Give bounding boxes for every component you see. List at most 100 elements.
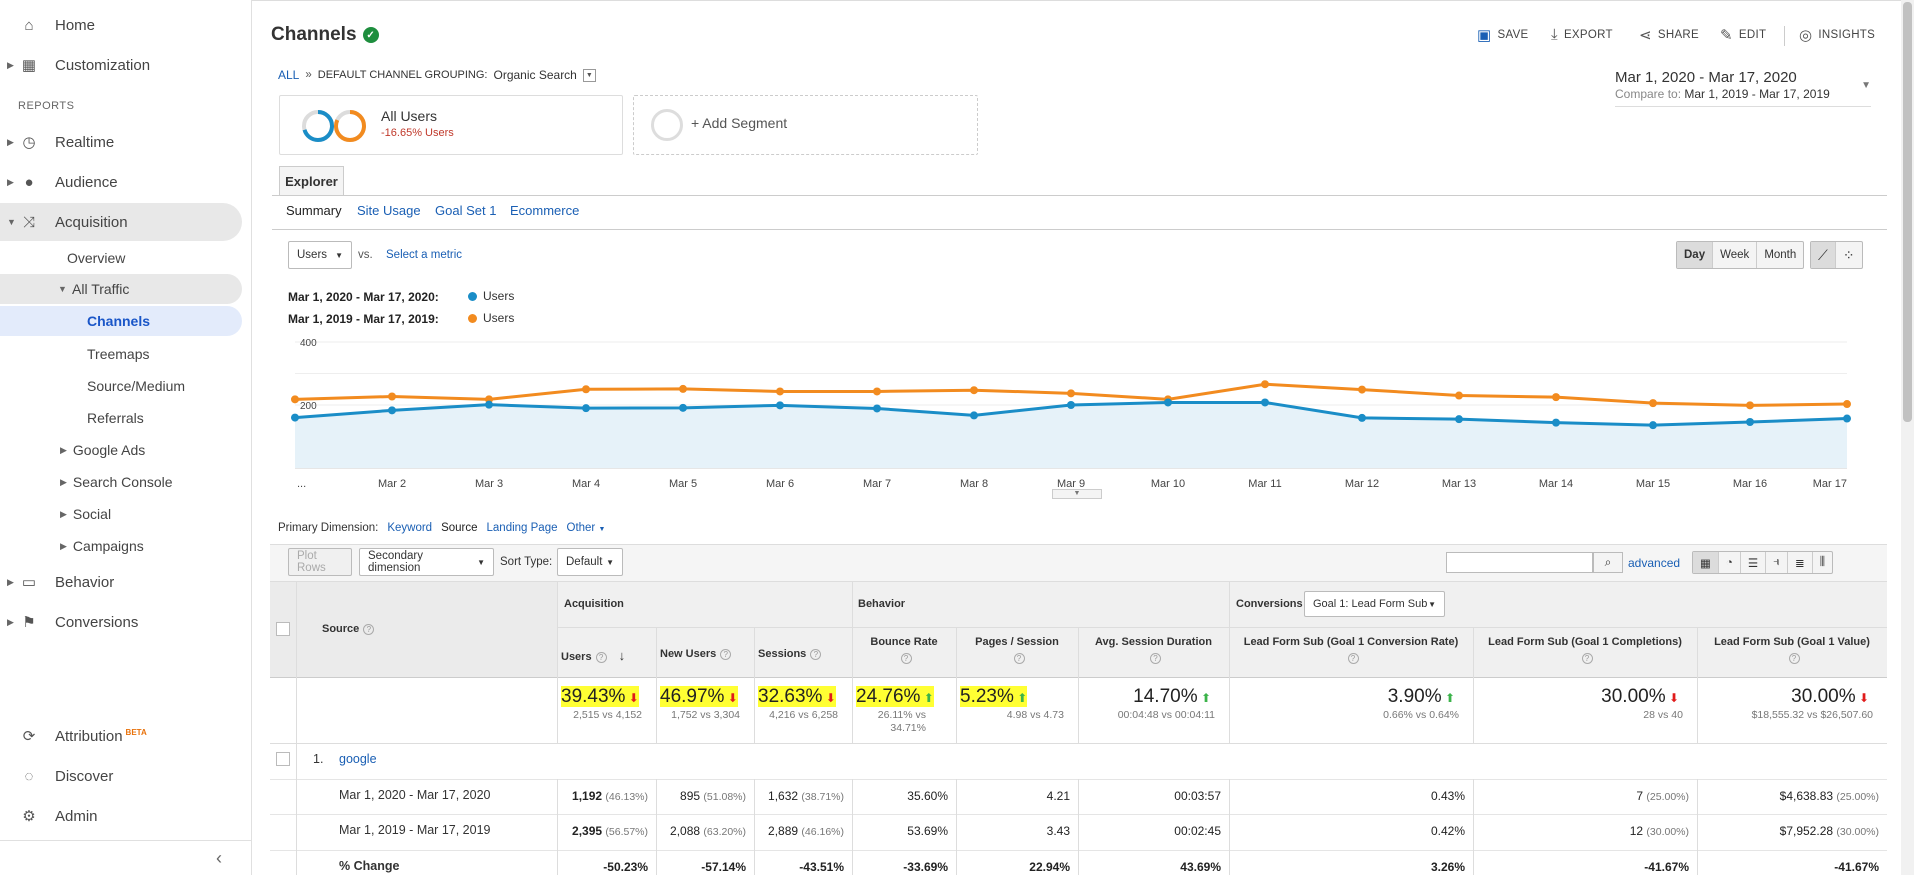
edit-button[interactable]: ✎ EDIT [1720,27,1767,44]
series-2019-point[interactable] [291,395,299,404]
column-header[interactable]: Lead Form Sub (Goal 1 Value)? [1714,636,1870,664]
nav-home[interactable]: ⌂ Home [0,6,242,44]
series-2019-point[interactable] [873,387,881,396]
add-segment-button[interactable]: + Add Segment [633,95,978,155]
series-2019-point[interactable] [776,387,784,396]
series-2019-point[interactable] [1649,399,1657,408]
series-2020-point[interactable] [1261,398,1269,407]
comparison-view-icon[interactable]: ⫣ [1766,552,1789,573]
column-header[interactable]: New Users? [660,648,750,660]
nav-admin[interactable]: ⚙ Admin [0,797,242,835]
series-2020-point[interactable] [1649,421,1657,430]
series-2020-point[interactable] [1455,415,1463,424]
column-header[interactable]: Bounce Rate? [870,636,938,664]
source-google-link[interactable]: google [339,752,377,766]
series-2019-point[interactable] [1843,400,1851,409]
nav-realtime[interactable]: ▶ ◷ Realtime [7,133,115,152]
series-2020-point[interactable] [485,400,493,409]
month-button[interactable]: Month [1764,249,1797,261]
dimension-source[interactable]: Source [441,522,478,534]
series-2020-point[interactable] [776,401,784,410]
nav-source-medium[interactable]: Source/Medium [87,378,186,394]
nav-customization[interactable]: ▶ ▦ Customization [7,56,151,75]
line-chart-icon[interactable]: ⟋ [1811,242,1836,268]
column-header[interactable]: Lead Form Sub (Goal 1 Completions)? [1488,636,1682,664]
week-button[interactable]: Week [1713,242,1758,268]
column-header[interactable]: Users? ↓ [561,648,626,663]
sort-type-select[interactable]: Default ▼ [557,548,623,576]
nav-behavior[interactable]: ▶ ▭ Behavior [7,573,115,592]
series-2019-point[interactable] [582,385,590,394]
dimension-other[interactable]: Other ▼ [566,522,606,534]
nav-acquisition[interactable]: ▼ ⤨ Acquisition [0,203,242,241]
dimension-landing-page[interactable]: Landing Page [486,522,558,534]
series-2020-point[interactable] [970,411,978,420]
collapse-sidebar-icon[interactable]: ‹ [216,848,222,868]
save-button[interactable]: ▣ SAVE [1477,27,1529,44]
tab-site-usage[interactable]: Site Usage [357,203,421,218]
series-2020-point[interactable] [582,404,590,413]
nav-social[interactable]: ▶ Social [60,506,112,522]
select-all-checkbox[interactable] [276,622,290,636]
series-2020-point[interactable] [1746,418,1754,427]
term-cloud-icon[interactable]: ≣ [1788,552,1813,573]
series-2019-point[interactable] [970,386,978,395]
nav-treemaps[interactable]: Treemaps [87,346,150,362]
plot-rows-button[interactable]: Plot Rows [288,548,352,576]
series-2020-point[interactable] [1067,401,1075,409]
series-2019-point[interactable] [388,392,396,401]
series-2020-point[interactable] [679,403,687,412]
nav-overview[interactable]: Overview [67,250,126,266]
series-2019-point[interactable] [1552,393,1560,402]
goal-select[interactable]: Goal 1: Lead Form Sub ▼ [1304,591,1445,617]
column-header[interactable]: Sessions? [758,648,848,660]
pivot-view-icon[interactable]: ⫼ [1819,556,1825,568]
nav-referrals[interactable]: Referrals [87,410,144,426]
metric-select[interactable]: Users ▼ [288,241,352,269]
share-button[interactable]: ⋖ SHARE [1639,27,1699,44]
segment-all-users[interactable]: All Users -16.65% Users [279,95,623,155]
series-2020-point[interactable] [388,406,396,415]
row-checkbox[interactable] [276,752,290,766]
source-column-header[interactable]: Source? [322,623,375,635]
tab-ecommerce[interactable]: Ecommerce [510,203,580,218]
column-header[interactable]: Pages / Session? [975,636,1059,664]
series-2019-point[interactable] [1746,401,1754,410]
search-icon[interactable]: ⌕ [1593,552,1623,573]
sort-arrow-down-icon[interactable]: ↓ [618,648,626,663]
series-2019-point[interactable] [679,384,687,393]
tab-summary[interactable]: Summary [286,203,342,218]
nav-discover[interactable]: ◌ Discover [0,757,242,795]
tab-goal-set-1[interactable]: Goal Set 1 [435,203,497,218]
date-range-picker[interactable]: Mar 1, 2020 - Mar 17, 2020 Compare to: M… [1615,69,1871,107]
series-2020-point[interactable] [873,404,881,413]
series-2019-point[interactable] [1455,391,1463,400]
series-2019-point[interactable] [1067,389,1075,398]
series-2019-point[interactable] [1261,380,1269,389]
nav-campaigns[interactable]: ▶ Campaigns [60,538,144,554]
nav-all-traffic[interactable]: ▼ All Traffic [0,274,242,304]
table-search-input[interactable] [1446,552,1593,573]
nav-attribution[interactable]: ⟳ Attribution BETA [0,717,242,755]
series-2020-point[interactable] [1552,418,1560,427]
secondary-dimension-select[interactable]: Secondary dimension ▼ [359,548,494,576]
pie-view-icon[interactable]: ◔ [1719,552,1741,573]
column-header[interactable]: Avg. Session Duration? [1095,636,1212,664]
nav-search-console[interactable]: ▶ Search Console [60,474,173,490]
motion-chart-icon[interactable]: ⁘ [1842,246,1855,263]
nav-audience[interactable]: ▶ ● Audience [7,173,118,191]
table-view-icon[interactable]: ▦ [1693,552,1719,573]
series-2020-point[interactable] [1164,398,1172,407]
nav-conversions[interactable]: ▶ ⚑ Conversions [7,613,139,632]
nav-google-ads[interactable]: ▶ Google Ads [60,442,146,458]
series-2020-point[interactable] [291,413,299,422]
scrollbar[interactable] [1901,0,1914,875]
export-button[interactable]: ⤓ EXPORT [1551,26,1613,43]
performance-view-icon[interactable]: ☰ [1741,552,1767,573]
chevron-down-icon[interactable]: ▼ [582,68,596,82]
insights-button[interactable]: ◎ INSIGHTS [1799,27,1876,44]
day-button[interactable]: Day [1677,242,1714,268]
breadcrumb-all[interactable]: ALL [278,68,300,82]
tab-explorer[interactable]: Explorer [279,166,344,196]
dimension-keyword[interactable]: Keyword [387,522,433,534]
